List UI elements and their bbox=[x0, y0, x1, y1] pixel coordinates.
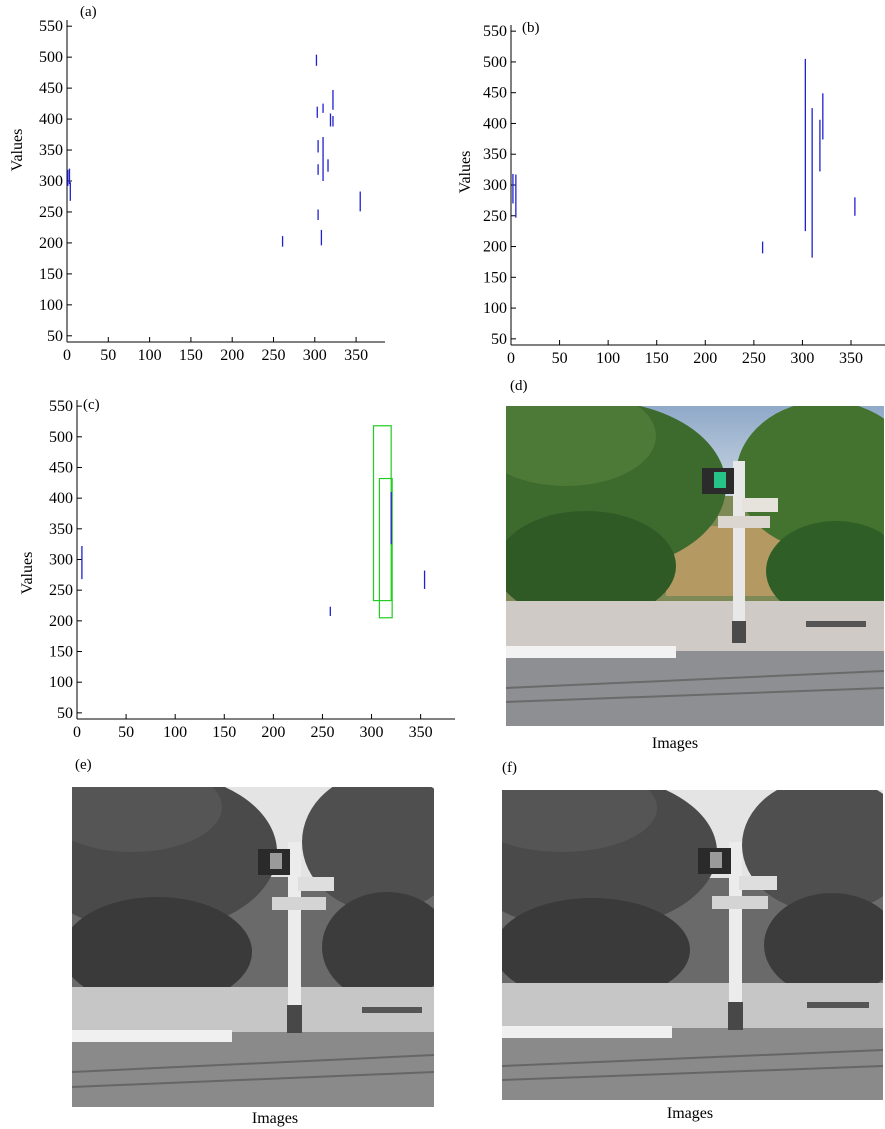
y-tick-label: 250 bbox=[483, 208, 507, 225]
chart-c: 0 50 100 150 200 250 300 350 50 100 150 200 250 300 35… bbox=[0, 380, 460, 750]
caption-d: Images bbox=[651, 735, 699, 752]
x-tick-label: 0 bbox=[63, 347, 71, 364]
caption-e: Images bbox=[251, 1110, 299, 1127]
y-tick-label: 400 bbox=[39, 111, 63, 128]
y-tick-label: 400 bbox=[483, 115, 507, 132]
y-tick-label: 50 bbox=[491, 331, 507, 348]
y-tick-label: 350 bbox=[483, 146, 507, 163]
x-tick-label: 150 bbox=[179, 347, 203, 364]
y-tick-label: 300 bbox=[49, 552, 73, 569]
caption-f: Images bbox=[666, 1105, 714, 1122]
y-tick-label: 350 bbox=[49, 521, 73, 538]
x-tick-label: 150 bbox=[645, 350, 669, 367]
x-tick-label: 100 bbox=[163, 724, 187, 741]
x-tick-label: 250 bbox=[310, 724, 334, 741]
x-tick-label: 0 bbox=[507, 350, 515, 367]
y-tick-label: 550 bbox=[483, 23, 507, 40]
y-tick-label: 200 bbox=[49, 613, 73, 630]
street-photo-gray-e bbox=[72, 787, 434, 1107]
detection-box bbox=[378, 477, 393, 619]
y-axis-label: Values bbox=[9, 129, 26, 172]
x-tick-label: 50 bbox=[100, 347, 116, 364]
y-tick-label: 300 bbox=[39, 173, 63, 190]
y-axis-label: Values bbox=[457, 151, 474, 194]
x-tick-label: 300 bbox=[303, 347, 327, 364]
y-tick-label: 150 bbox=[39, 266, 63, 283]
x-tick-label: 350 bbox=[839, 350, 863, 367]
chart-b: 0 50 100 150 200 250 300 350 50 100 150 200 250 300 35… bbox=[450, 0, 885, 370]
panel-label-b: (b) bbox=[522, 20, 540, 36]
y-tick-label: 50 bbox=[47, 328, 63, 345]
x-tick-label: 200 bbox=[220, 347, 244, 364]
x-tick-label: 150 bbox=[212, 724, 236, 741]
y-tick-label: 350 bbox=[39, 142, 63, 159]
y-tick-label: 50 bbox=[57, 705, 73, 722]
x-tick-label: 50 bbox=[552, 350, 568, 367]
chart-a-plot: 0 50 100 150 200 250 300 3505010015020025030035… bbox=[9, 18, 385, 364]
x-tick-label: 350 bbox=[409, 724, 433, 741]
y-tick-label: 400 bbox=[49, 490, 73, 507]
panel-label-f: (f) bbox=[502, 760, 517, 776]
chart-c-plot: 0 50 100 150 200 250 300 3505010015020025030035… bbox=[19, 398, 455, 741]
chart-a: 0 50 100 150 200 250 300 350 50 100 150 200 250 300 35… bbox=[0, 0, 440, 370]
x-tick-label: 100 bbox=[138, 347, 162, 364]
y-tick-label: 100 bbox=[49, 674, 73, 691]
panel-label-d: (d) bbox=[510, 378, 528, 394]
y-tick-label: 500 bbox=[39, 49, 63, 66]
x-tick-label: 350 bbox=[344, 347, 368, 364]
detection-box bbox=[372, 425, 392, 602]
y-tick-label: 450 bbox=[39, 80, 63, 97]
y-tick-label: 550 bbox=[39, 18, 63, 35]
y-tick-label: 250 bbox=[39, 204, 63, 221]
x-tick-label: 100 bbox=[596, 350, 620, 367]
y-axis-label: Values bbox=[19, 552, 36, 595]
y-tick-label: 100 bbox=[39, 297, 63, 314]
x-tick-label: 200 bbox=[261, 724, 285, 741]
x-tick-label: 50 bbox=[118, 724, 134, 741]
y-tick-label: 100 bbox=[483, 300, 507, 317]
y-tick-label: 500 bbox=[49, 429, 73, 446]
panel-label-c: (c) bbox=[83, 397, 100, 413]
x-tick-label: 300 bbox=[360, 724, 384, 741]
x-tick-label: 300 bbox=[790, 350, 814, 367]
street-photo-color bbox=[506, 406, 884, 726]
panel-label-e: (e) bbox=[75, 757, 92, 773]
chart-b-plot: 0 50 100 150 200 250 300 3505010015020025030035… bbox=[457, 23, 885, 367]
y-tick-label: 150 bbox=[49, 644, 73, 661]
y-tick-label: 200 bbox=[39, 235, 63, 252]
y-tick-label: 300 bbox=[483, 177, 507, 194]
x-tick-label: 0 bbox=[73, 724, 81, 741]
y-tick-label: 500 bbox=[483, 54, 507, 71]
y-tick-label: 450 bbox=[49, 459, 73, 476]
y-tick-label: 200 bbox=[483, 239, 507, 256]
panel-label-a: (a) bbox=[80, 4, 97, 20]
y-tick-label: 450 bbox=[483, 85, 507, 102]
street-photo-gray-f bbox=[502, 790, 883, 1100]
y-tick-label: 150 bbox=[483, 269, 507, 286]
y-tick-label: 250 bbox=[49, 582, 73, 599]
y-tick-label: 550 bbox=[49, 398, 73, 415]
x-tick-label: 250 bbox=[261, 347, 285, 364]
x-tick-label: 250 bbox=[742, 350, 766, 367]
x-tick-label: 200 bbox=[693, 350, 717, 367]
